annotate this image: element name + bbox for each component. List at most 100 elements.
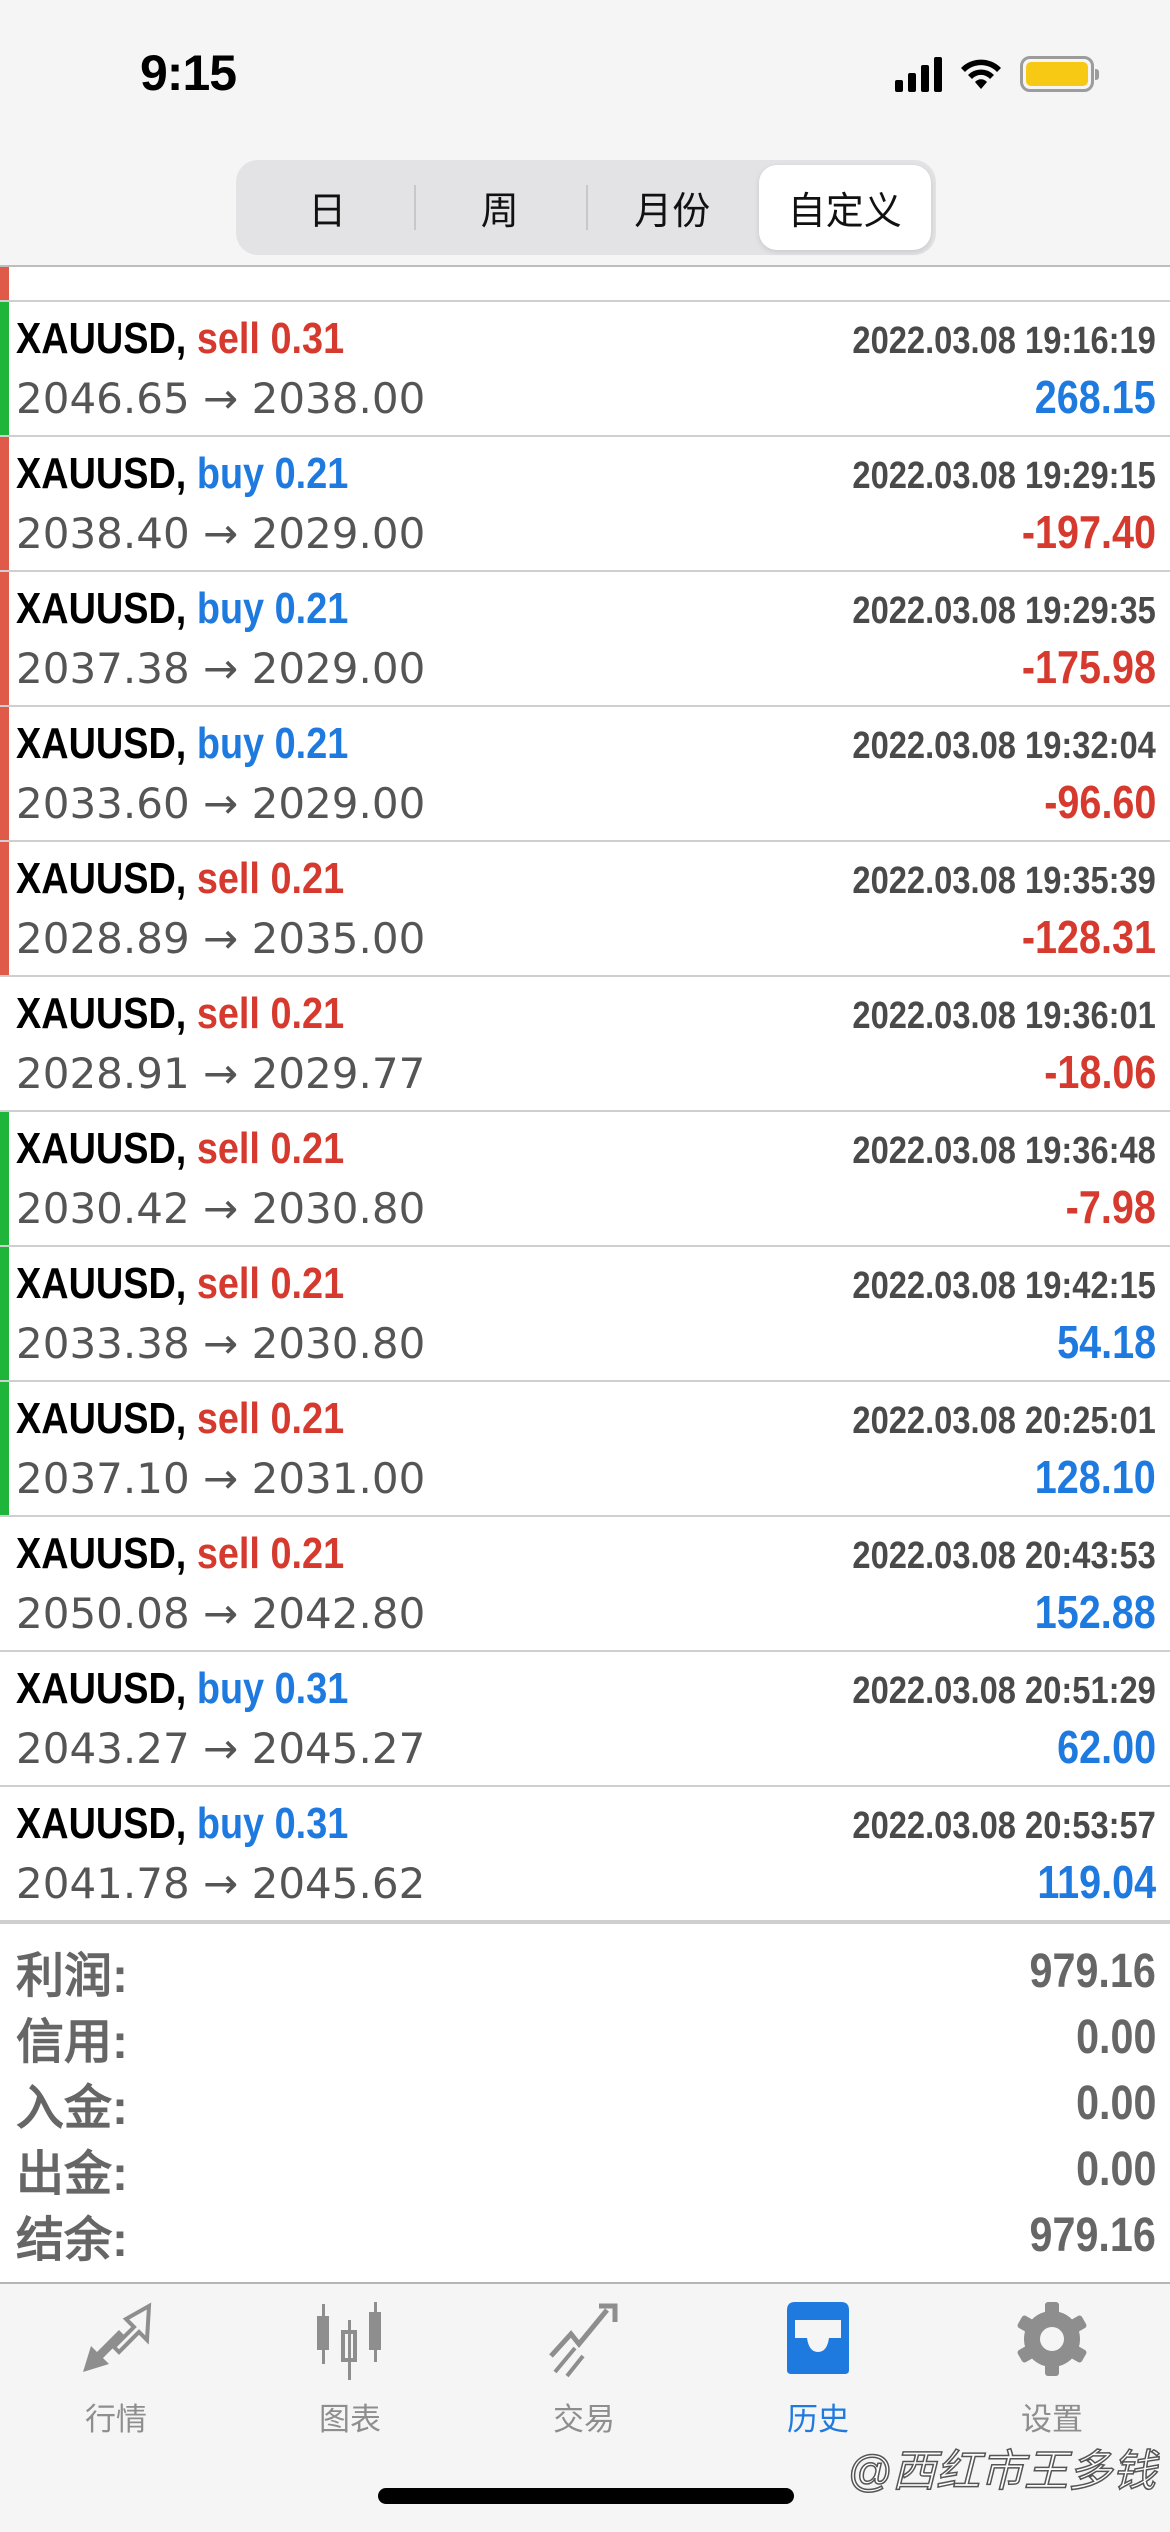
trade-title: XAUUSD, sell 0.21 xyxy=(16,989,344,1039)
close-price: 2030.80 xyxy=(251,1184,426,1233)
trade-prices: 2037.38 → 2029.00 xyxy=(16,644,425,693)
profit-indicator-bar xyxy=(0,302,9,435)
trade-title: XAUUSD, buy 0.21 xyxy=(16,719,348,769)
summary-label: 结余: xyxy=(16,2214,128,2267)
trade-trend-icon xyxy=(549,2303,618,2378)
trade-side: sell xyxy=(196,1124,260,1173)
trade-row[interactable]: XAUUSD, sell 0.21 2022.03.08 19:35:39 2028… xyxy=(0,842,1170,977)
tab-history[interactable]: 历史 xyxy=(728,2296,908,2439)
trade-row[interactable]: XAUUSD, sell 0.21 2022.03.08 20:25:01 2037… xyxy=(0,1382,1170,1517)
trade-history-list: XAUUSD, sell 0.31 2022.03.08 19:16:19 2046… xyxy=(0,167,1170,1922)
open-price: 2037.10 xyxy=(16,1454,190,1503)
status-time: 9:15 xyxy=(140,45,237,101)
trade-volume: 0.21 xyxy=(274,449,349,498)
open-price: 2028.89 xyxy=(16,914,190,963)
arrow-icon: → xyxy=(203,1859,239,1908)
trade-volume: 0.21 xyxy=(270,1124,345,1173)
trade-profit: -96.60 xyxy=(1043,776,1156,828)
trade-volume: 0.21 xyxy=(270,1394,345,1443)
profit-indicator-bar xyxy=(0,1247,9,1380)
header: 9:15 日 周 月份 自定义 xyxy=(0,0,1170,267)
trade-symbol: XAUUSD, xyxy=(16,719,187,768)
summary-value: 979.16 xyxy=(1029,1944,1156,1998)
loss-indicator-bar xyxy=(0,707,9,840)
candlestick-chart-icon xyxy=(317,2302,381,2380)
trade-time: 2022.03.08 19:36:48 xyxy=(852,1130,1156,1172)
tab-label: 行情 xyxy=(85,2402,147,2437)
trade-time: 2022.03.08 19:42:15 xyxy=(852,1265,1156,1307)
trade-time: 2022.03.08 20:51:29 xyxy=(852,1670,1156,1712)
arrow-icon: → xyxy=(203,1184,239,1233)
trade-side: sell xyxy=(196,989,260,1038)
tab-trade[interactable]: 交易 xyxy=(494,2296,674,2439)
trade-side: sell xyxy=(196,1259,260,1308)
trade-row[interactable]: XAUUSD, buy 0.21 2022.03.08 19:29:15 2038.… xyxy=(0,437,1170,572)
segment-day[interactable]: 日 xyxy=(308,191,347,233)
home-indicator[interactable] xyxy=(378,2488,794,2504)
open-price: 2028.91 xyxy=(16,1049,190,1098)
trade-row[interactable]: XAUUSD, buy 0.31 2022.03.08 20:51:29 2043.… xyxy=(0,1652,1170,1787)
close-price: 2038.00 xyxy=(251,374,426,423)
segment-custom[interactable]: 自定义 xyxy=(758,165,931,250)
summary-label: 信用: xyxy=(16,2016,128,2069)
profit-indicator-bar xyxy=(0,1382,9,1515)
trade-profit: -175.98 xyxy=(1021,641,1156,693)
arrow-icon: → xyxy=(203,374,239,423)
arrow-icon: → xyxy=(203,779,239,828)
trade-profit: 152.88 xyxy=(1034,1586,1156,1638)
trade-profit: -197.40 xyxy=(1021,506,1156,558)
tab-charts[interactable]: 图表 xyxy=(260,2296,440,2439)
tab-quotes[interactable]: 行情 xyxy=(26,2296,206,2439)
history-inbox-icon xyxy=(787,2302,849,2374)
trade-profit: 128.10 xyxy=(1034,1451,1156,1503)
trade-row[interactable]: XAUUSD, sell 0.21 2022.03.08 20:43:53 2050… xyxy=(0,1517,1170,1652)
trade-row[interactable]: XAUUSD, buy 0.31 2022.03.08 20:53:57 2041.… xyxy=(0,1787,1170,1922)
trade-profit: 62.00 xyxy=(1056,1721,1156,1773)
summary-value: 0.00 xyxy=(1075,2076,1156,2130)
tab-label: 交易 xyxy=(553,2402,615,2437)
cellular-signal-icon xyxy=(895,56,942,92)
trade-side: buy xyxy=(196,1664,265,1713)
summary-value: 0.00 xyxy=(1075,2010,1156,2064)
trade-symbol: XAUUSD, xyxy=(16,1529,187,1578)
trade-volume: 0.21 xyxy=(274,719,349,768)
trade-row[interactable]: XAUUSD, sell 0.21 2022.03.08 19:42:15 2033… xyxy=(0,1247,1170,1382)
trade-title: XAUUSD, buy 0.31 xyxy=(16,1799,348,1849)
trade-side: buy xyxy=(196,584,265,633)
segment-week[interactable]: 周 xyxy=(413,165,587,250)
trade-time: 2022.03.08 20:53:57 xyxy=(852,1805,1156,1847)
tab-label: 图表 xyxy=(319,2402,381,2437)
trade-time: 2022.03.08 19:32:04 xyxy=(852,725,1156,767)
trade-symbol: XAUUSD, xyxy=(16,449,187,498)
trade-symbol: XAUUSD, xyxy=(16,1259,187,1308)
trade-row[interactable]: XAUUSD, sell 0.21 2022.03.08 19:36:48 2030… xyxy=(0,1112,1170,1247)
trade-row[interactable]: XAUUSD, buy 0.21 2022.03.08 19:32:04 2033.… xyxy=(0,707,1170,842)
trade-title: XAUUSD, sell 0.21 xyxy=(16,1259,344,1309)
trade-prices: 2030.42 → 2030.80 xyxy=(16,1184,425,1233)
arrow-icon: → xyxy=(203,509,239,558)
summary-label: 入金: xyxy=(16,2082,128,2135)
close-price: 2035.00 xyxy=(251,914,426,963)
trade-prices: 2043.27 → 2045.27 xyxy=(16,1724,425,1773)
quotes-arrows-icon xyxy=(83,2302,152,2372)
close-price: 2031.00 xyxy=(251,1454,426,1503)
arrow-icon: → xyxy=(203,1724,239,1773)
trade-title: XAUUSD, sell 0.31 xyxy=(16,314,344,364)
trade-title: XAUUSD, buy 0.31 xyxy=(16,1664,348,1714)
tab-settings[interactable]: 设置 xyxy=(962,2296,1142,2439)
segment-month[interactable]: 月份 xyxy=(586,165,759,250)
trade-symbol: XAUUSD, xyxy=(16,854,187,903)
open-price: 2030.42 xyxy=(16,1184,190,1233)
trade-symbol: XAUUSD, xyxy=(16,1799,187,1848)
summary-deposit: 入金: 0.00 xyxy=(16,2070,1156,2136)
profit-indicator-bar xyxy=(0,1112,9,1245)
trade-side: buy xyxy=(196,449,265,498)
trade-row[interactable]: XAUUSD, sell 0.31 2022.03.08 19:16:19 2046… xyxy=(0,302,1170,437)
trade-prices: 2041.78 → 2045.62 xyxy=(16,1859,425,1908)
trade-symbol: XAUUSD, xyxy=(16,584,187,633)
trade-row[interactable]: XAUUSD, sell 0.21 2022.03.08 19:36:01 2028… xyxy=(0,977,1170,1112)
trade-row[interactable]: XAUUSD, buy 0.21 2022.03.08 19:29:35 2037.… xyxy=(0,572,1170,707)
trade-time: 2022.03.08 19:16:19 xyxy=(852,320,1156,362)
trade-symbol: XAUUSD, xyxy=(16,314,187,363)
trade-profit: 268.15 xyxy=(1034,371,1156,423)
